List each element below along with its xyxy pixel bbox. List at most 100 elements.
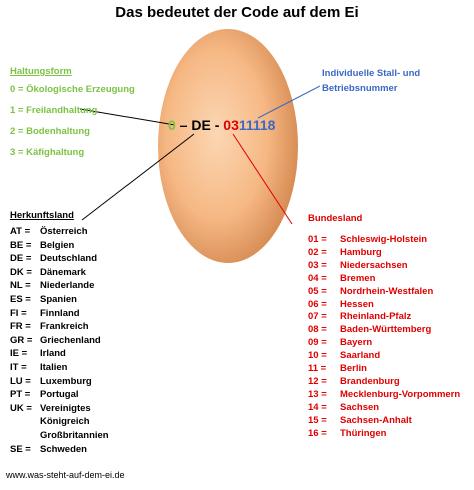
state-name: Bayern [340,337,373,349]
herkunftsland-row: IE = Irland [10,348,66,359]
country-name: Finnland [40,307,80,319]
bundesland-row: 06 = Hessen [308,299,374,310]
country-name: Deutschland [40,253,98,265]
country-name: Frankreich [40,321,89,333]
herkunftsland-row: PT = Portugal [10,389,79,400]
herkunftsland-row: AT = Österreich [10,226,88,237]
egg-code: 0 – DE - 0311118 [168,117,275,133]
herkunftsland-row: NL = Niederlande [10,280,94,291]
country-code: NL = [10,280,31,292]
state-name: Mecklenburg-Vorpommern [340,388,461,400]
country-name: Belgien [40,239,75,251]
country-code: FI = [10,307,27,319]
country-code: PT = [10,389,31,401]
state-name: Sachsen-Anhalt [340,414,412,426]
herkunftsland-row: GR = Griechenland [10,335,101,346]
country-code: ES = [10,294,31,305]
state-name: Baden-Württemberg [340,324,432,336]
herkunftsland-row: UK = Vereinigtes [10,403,91,414]
herkunftsland-row: IT = Italien [10,362,67,373]
bundesland-row: 01 = Schleswig-Holstein [308,234,427,245]
bundesland-row: 09 = Bayern [308,337,372,348]
state-code: 14 = [308,401,327,413]
herkunftsland-heading: Herkunftsland [10,210,74,221]
country-name: Luxemburg [40,375,92,387]
herkunftsland-row: Königreich [10,416,90,427]
state-name: Rheinland-Pfalz [340,311,412,323]
bundesland-row: 05 = Nordrhein-Westfalen [308,286,433,297]
country-name: Vereinigtes [40,402,91,414]
bundesland-row: 07 = Rheinland-Pfalz [308,311,411,322]
country-code: SE = [10,443,31,455]
state-name: Nordrhein-Westfalen [340,285,434,297]
country-name: Niederlande [40,280,95,292]
state-code: 03 = [308,259,327,271]
herkunftsland-row: BE = Belgien [10,240,74,251]
bundesland-row: 16 = Thüringen [308,428,386,439]
state-code: 12 = [308,375,327,387]
country-name: Griechenland [40,334,101,346]
state-code: 07 = [308,311,327,323]
state-code: 08 = [308,324,327,336]
bundesland-row: 10 = Saarland [308,350,380,361]
state-code: 05 = [308,285,327,297]
country-code: IT = [10,362,27,373]
country-name: Österreich [40,226,88,237]
bundesland-row: 04 = Bremen [308,273,375,284]
code-separator: - [210,117,224,133]
country-name: Dänemark [40,266,86,278]
bundesland-row: 03 = Niedersachsen [308,260,408,271]
state-name: Saarland [340,350,381,362]
state-name: Brandenburg [340,375,400,387]
bundesland-heading: Bundesland [308,213,363,224]
state-name: Sachsen [340,401,380,413]
state-code: 10 = [308,350,327,362]
herkunftsland-row: FR = Frankreich [10,321,89,332]
bundesland-row: 13 = Mecklenburg-Vorpommern [308,389,460,400]
state-name: Schleswig-Holstein [340,234,428,245]
country-code: UK = [10,402,32,414]
country-name: Irland [40,348,66,360]
haltungsform-item: 2 = Bodenhaltung [10,126,90,137]
country-code: AT = [10,226,31,237]
stallnummer-line2: Betriebsnummer [322,83,398,94]
code-stallnummer: 11118 [238,117,276,133]
country-name: Spanien [40,294,77,305]
code-haltungsform: 0 [168,117,176,133]
country-name: Italien [40,362,68,373]
code-herkunftsland: DE [191,117,211,133]
country-code: GR = [10,334,33,346]
state-name: Hamburg [340,246,382,258]
country-code: FR = [10,321,31,333]
herkunftsland-row: SE = Schweden [10,444,87,455]
herkunftsland-row: FI = Finnland [10,308,80,319]
bundesland-row: 14 = Sachsen [308,402,379,413]
bundesland-row: 11 = Berlin [308,363,367,374]
state-code: 09 = [308,337,327,349]
herkunftsland-row: LU = Luxemburg [10,376,92,387]
state-code: 02 = [308,246,327,258]
country-name: Schweden [40,443,87,455]
country-code: DK = [10,266,32,278]
code-bundesland: 03 [223,117,239,133]
bundesland-row: 02 = Hamburg [308,247,382,258]
haltungsform-heading: Haltungsform [10,66,72,77]
haltungsform-item: 0 = Ökologische Erzeugung [10,84,135,95]
state-name: Berlin [340,363,367,374]
egg-shape [158,29,298,263]
state-code: 06 = [308,298,327,310]
herkunftsland-row: DK = Dänemark [10,267,86,278]
state-name: Bremen [340,272,376,284]
state-name: Thüringen [340,427,387,439]
stallnummer-line1: Individuelle Stall- und [322,68,421,79]
state-code: 04 = [308,272,327,284]
code-separator: – [175,117,192,133]
herkunftsland-row: DE = Deutschland [10,253,97,264]
herkunftsland-row: ES = Spanien [10,294,77,305]
bundesland-row: 12 = Brandenburg [308,376,400,387]
bundesland-row: 15 = Sachsen-Anhalt [308,415,412,426]
country-code: IE = [10,348,28,360]
country-name: Portugal [40,389,79,401]
state-name: Hessen [340,298,374,310]
